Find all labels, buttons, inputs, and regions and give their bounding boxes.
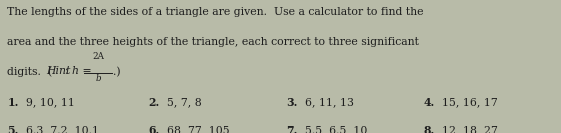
Text: 4.: 4. [424,97,435,108]
Text: 3.: 3. [286,97,297,108]
Text: h: h [72,66,79,76]
Text: 9, 10, 11: 9, 10, 11 [26,97,75,107]
Text: 68, 77, 105: 68, 77, 105 [167,125,230,133]
Text: The lengths of the sides of a triangle are given.  Use a calculator to find the: The lengths of the sides of a triangle a… [7,7,424,17]
Text: 8.: 8. [424,125,435,133]
Text: 7.: 7. [286,125,297,133]
Text: 2A: 2A [92,52,104,61]
Text: :: : [65,66,72,76]
Text: 2.: 2. [149,97,160,108]
Text: 5.5, 6.5, 10: 5.5, 6.5, 10 [305,125,367,133]
Text: 6.: 6. [149,125,160,133]
Text: 5.: 5. [7,125,19,133]
Text: =: = [79,66,95,76]
Text: digits.  (: digits. ( [7,66,53,77]
Text: 15, 16, 17: 15, 16, 17 [442,97,498,107]
Text: 6.3, 7.2, 10.1: 6.3, 7.2, 10.1 [26,125,99,133]
Text: b: b [95,74,101,84]
Text: 1.: 1. [7,97,19,108]
Text: .): .) [113,66,121,77]
Text: 6, 11, 13: 6, 11, 13 [305,97,353,107]
Text: 12, 18, 27: 12, 18, 27 [442,125,498,133]
Text: 5, 7, 8: 5, 7, 8 [167,97,202,107]
Text: area and the three heights of the triangle, each correct to three significant: area and the three heights of the triang… [7,37,419,47]
Text: Hint: Hint [46,66,70,76]
